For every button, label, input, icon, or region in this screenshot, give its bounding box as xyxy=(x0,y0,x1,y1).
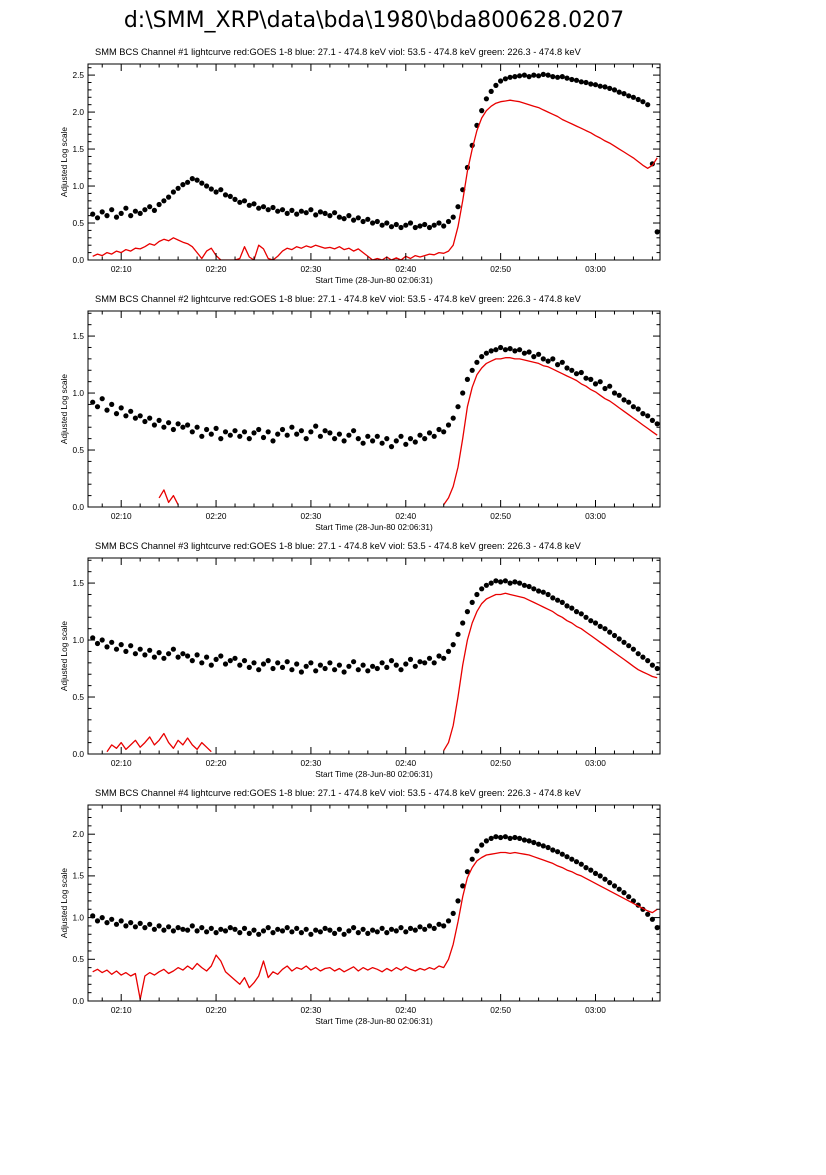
chart-canvas-channel-1: 02:10 02:20 02:30 02:40 02:50 03:00 0.0 0.5 1.0 1… xyxy=(59,47,661,285)
axes-box xyxy=(87,63,661,261)
series-bcs-dots xyxy=(90,71,660,235)
y-tick-label: 1.5 xyxy=(72,871,84,881)
series-bcs-dots xyxy=(90,834,660,937)
x-tick-label: 02:10 xyxy=(111,511,132,521)
y-tick-label: 0.5 xyxy=(72,218,84,228)
chart-canvas-channel-2: 02:10 02:20 02:30 02:40 02:50 03:00 0.0 0.5 1.0 1… xyxy=(59,294,661,532)
x-tick-label: 02:30 xyxy=(301,264,322,274)
series-bcs-dots xyxy=(90,578,660,675)
x-tick-label: 02:20 xyxy=(206,264,227,274)
x-tick-label: 03:00 xyxy=(585,758,606,768)
axes-box xyxy=(87,804,661,1002)
y-axis-label: Adjusted Log scale xyxy=(59,868,69,938)
y-tick-label: 0.5 xyxy=(72,445,84,455)
chart-title: SMM BCS Channel #4 lightcurve red:GOES 1… xyxy=(95,788,582,798)
x-tick-label: 02:40 xyxy=(395,758,416,768)
y-tick-label: 0.0 xyxy=(72,996,84,1006)
chart-canvas-channel-4: 02:10 02:20 02:30 02:40 02:50 03:00 0.0 0.5 1.0 1… xyxy=(59,788,661,1026)
chart-title: SMM BCS Channel #3 lightcurve red:GOES 1… xyxy=(95,541,582,551)
chart-title: SMM BCS Channel #1 lightcurve red:GOES 1… xyxy=(95,47,582,57)
x-tick-label: 02:20 xyxy=(206,511,227,521)
x-tick-label: 02:50 xyxy=(490,758,511,768)
x-tick-label: 02:50 xyxy=(490,511,511,521)
x-tick-label: 02:10 xyxy=(111,264,132,274)
y-tick-label: 1.5 xyxy=(72,144,84,154)
plot-series xyxy=(90,834,660,1000)
x-tick-label: 03:00 xyxy=(585,511,606,521)
x-tick-label: 02:30 xyxy=(301,511,322,521)
x-axis-label: Start Time (28-Jun-80 02:06:31) xyxy=(315,275,433,285)
series-bcs-dots xyxy=(90,344,660,450)
y-tick-label: 1.0 xyxy=(72,181,84,191)
x-tick-label: 02:40 xyxy=(395,511,416,521)
y-axis-label: Adjusted Log scale xyxy=(59,374,69,444)
y-tick-label: 0.0 xyxy=(72,749,84,759)
chart-title: SMM BCS Channel #2 lightcurve red:GOES 1… xyxy=(95,294,582,304)
axis-ticks xyxy=(88,805,660,1002)
plot-series xyxy=(90,344,660,506)
x-axis-label: Start Time (28-Jun-80 02:06:31) xyxy=(315,1016,433,1026)
y-tick-label: 1.0 xyxy=(72,388,84,398)
y-tick-label: 0.5 xyxy=(72,692,84,702)
axis-ticks xyxy=(88,558,660,755)
y-tick-label: 2.0 xyxy=(72,829,84,839)
chart-channel-2: 02:10 02:20 02:30 02:40 02:50 03:00 0.0 0.5 1.0 1… xyxy=(0,289,826,536)
y-tick-label: 0.5 xyxy=(72,954,84,964)
y-tick-label: 1.5 xyxy=(72,578,84,588)
x-tick-label: 03:00 xyxy=(585,1005,606,1015)
y-tick-label: 1.0 xyxy=(72,635,84,645)
y-tick-label: 0.0 xyxy=(72,502,84,512)
series-goes-line xyxy=(92,851,658,1000)
x-tick-label: 02:50 xyxy=(490,1005,511,1015)
x-tick-label: 02:50 xyxy=(490,264,511,274)
chart-canvas-channel-3: 02:10 02:20 02:30 02:40 02:50 03:00 0.0 0.5 1.0 1… xyxy=(59,541,661,779)
x-axis-label: Start Time (28-Jun-80 02:06:31) xyxy=(315,769,433,779)
x-tick-label: 02:30 xyxy=(301,1005,322,1015)
x-tick-label: 02:30 xyxy=(301,758,322,768)
y-axis-label: Adjusted Log scale xyxy=(59,127,69,197)
x-tick-label: 02:20 xyxy=(206,1005,227,1015)
y-tick-label: 2.0 xyxy=(72,107,84,117)
y-tick-label: 1.0 xyxy=(72,912,84,922)
chart-channel-4: 02:10 02:20 02:30 02:40 02:50 03:00 0.0 0.5 1.0 1… xyxy=(0,783,826,1030)
axes-box xyxy=(87,557,661,755)
x-axis-label: Start Time (28-Jun-80 02:06:31) xyxy=(315,522,433,532)
y-axis-label: Adjusted Log scale xyxy=(59,621,69,691)
charts-container: 02:10 02:20 02:30 02:40 02:50 03:00 0.0 0.5 1.0 1… xyxy=(0,42,826,1030)
chart-channel-3: 02:10 02:20 02:30 02:40 02:50 03:00 0.0 0.5 1.0 1… xyxy=(0,536,826,783)
y-tick-label: 1.5 xyxy=(72,331,84,341)
x-tick-label: 03:00 xyxy=(585,264,606,274)
x-tick-label: 02:10 xyxy=(111,1005,132,1015)
plot-series xyxy=(90,578,660,753)
y-tick-label: 2.5 xyxy=(72,70,84,80)
x-tick-label: 02:20 xyxy=(206,758,227,768)
chart-channel-1: 02:10 02:20 02:30 02:40 02:50 03:00 0.0 0.5 1.0 1… xyxy=(0,42,826,289)
x-tick-label: 02:40 xyxy=(395,264,416,274)
series-goes-line xyxy=(106,592,658,753)
plot-series xyxy=(90,71,660,260)
x-tick-label: 02:10 xyxy=(111,758,132,768)
page-title: d:\SMM_XRP\data\bda\1980\bda800628.0207 xyxy=(123,8,625,33)
axes-box xyxy=(87,310,661,508)
series-goes-line xyxy=(158,357,658,506)
x-tick-label: 02:40 xyxy=(395,1005,416,1015)
axis-ticks xyxy=(88,311,660,508)
series-goes-line xyxy=(92,99,658,260)
axis-ticks xyxy=(88,64,660,261)
y-tick-label: 0.0 xyxy=(72,255,84,265)
